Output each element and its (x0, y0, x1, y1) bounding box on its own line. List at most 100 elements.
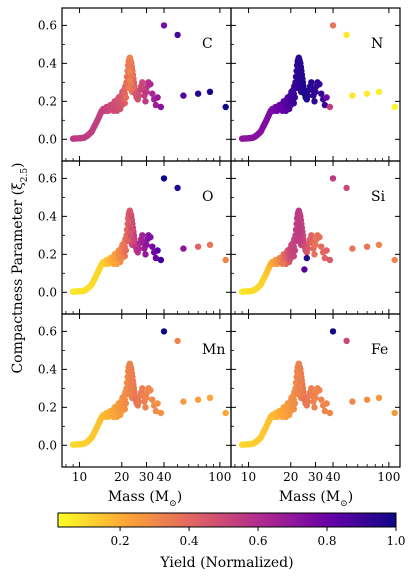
data-point (160, 22, 168, 29)
data-point (174, 337, 181, 345)
panel-O: 0.0 0.2 0.4 0.6 O (38, 160, 232, 315)
data-point (174, 31, 181, 39)
data-point (349, 398, 356, 405)
data-point (318, 396, 325, 403)
data-point (110, 413, 117, 420)
y-tick-label: 0.0 (38, 132, 57, 146)
data-point (318, 90, 325, 97)
colorbar (57, 512, 397, 528)
data-point (222, 409, 229, 417)
colorbar-ticks: 0.2 0.4 0.6 0.8 1.0 (111, 527, 406, 548)
data-point (147, 81, 154, 88)
x-tick-label: 100 (377, 470, 400, 484)
colorbar-tick-label: 0.2 (111, 534, 130, 548)
data-point (149, 243, 156, 250)
data-point (323, 400, 330, 407)
panels-group: 0.00.20.40.6C N0.00.20.40.6O Si0.00.20.40.… (38, 7, 401, 484)
x-axis-label-left-main: Mass (M (108, 489, 169, 505)
data-point (391, 256, 398, 264)
x-axis-label-right: Mass (M⊙) (279, 489, 353, 509)
y-tick-label: 0.0 (38, 438, 57, 452)
data-point (149, 90, 156, 97)
data-point (312, 88, 319, 96)
data-point (139, 232, 146, 239)
y-axis-label-main: Compactness Parameter (ξ (10, 182, 26, 374)
data-point (321, 407, 329, 415)
data-point (147, 234, 154, 241)
panel-label-N: N (371, 36, 383, 52)
data-point (152, 407, 160, 415)
x-tick-label: 100 (208, 470, 231, 484)
y-axis-label: Compactness Parameter (ξ2.5) (10, 162, 30, 373)
data-point (147, 387, 154, 394)
data-point (291, 94, 299, 101)
data-point (291, 400, 299, 407)
y-tick-label: 0.2 (38, 400, 57, 414)
y-tick-label: 0.0 (38, 285, 57, 299)
panel-label-O: O (202, 189, 213, 205)
x-axis-label-right-close: ) (348, 489, 353, 505)
data-point (343, 337, 350, 345)
panel-Fe: 10 20 30 40 100 Fe (230, 313, 401, 484)
data-point (122, 247, 130, 254)
data-point (152, 101, 160, 109)
data-point (194, 396, 202, 403)
y-axis-label-sub: 2.5 (20, 168, 30, 183)
panel-label-Mn: Mn (202, 342, 225, 358)
y-tick-label: 0.4 (38, 209, 57, 223)
data-point (391, 409, 398, 417)
x-axis-label-left-close: ) (177, 489, 182, 505)
data-point (308, 385, 315, 392)
data-point (180, 245, 187, 252)
data-point (160, 328, 168, 335)
data-point (222, 256, 229, 264)
data-point (142, 251, 149, 258)
data-point (142, 404, 149, 411)
data-point (139, 385, 146, 392)
data-point (279, 107, 286, 115)
data-point (180, 92, 187, 99)
data-point (311, 404, 318, 411)
data-point (303, 254, 310, 262)
x-tick-label: 20 (283, 470, 298, 484)
data-point (323, 247, 330, 254)
data-point (206, 394, 214, 401)
data-point (311, 251, 318, 258)
data-point (343, 184, 350, 192)
data-point (143, 241, 150, 248)
y-tick-label: 0.4 (38, 56, 57, 70)
data-point (135, 92, 143, 99)
x-axis-label-left: Mass (M⊙) (108, 489, 182, 509)
data-point (122, 400, 130, 407)
panel-C: 0.0 0.2 0.4 0.6 C (38, 7, 232, 162)
data-point (363, 396, 371, 403)
data-point (311, 98, 318, 105)
x-tick-label: 10 (241, 470, 256, 484)
data-point (135, 245, 143, 252)
data-point (329, 328, 337, 335)
data-point (321, 254, 329, 262)
data-point (110, 260, 117, 267)
panel-label-Si: Si (371, 189, 386, 205)
data-point (375, 394, 383, 401)
y-tick-label: 0.6 (38, 18, 57, 32)
x-axis-label-right-main: Mass (M (279, 489, 340, 505)
data-point (143, 88, 150, 96)
data-point (304, 92, 312, 99)
data-point (279, 260, 286, 267)
data-point (318, 243, 325, 250)
data-point (304, 398, 312, 405)
data-point (329, 175, 337, 182)
y-tick-label: 0.2 (38, 247, 57, 261)
data-point (222, 103, 229, 111)
data-point (301, 266, 308, 273)
colorbar-label: Yield (Normalized) (159, 555, 293, 571)
data-point (326, 409, 334, 417)
y-tick-label: 0.2 (38, 94, 57, 108)
data-point (316, 234, 323, 241)
data-point (160, 175, 168, 182)
data-point (157, 409, 165, 417)
data-point (326, 256, 334, 264)
x-tick-label: 10 (72, 470, 87, 484)
x-tick-label: 20 (114, 470, 129, 484)
